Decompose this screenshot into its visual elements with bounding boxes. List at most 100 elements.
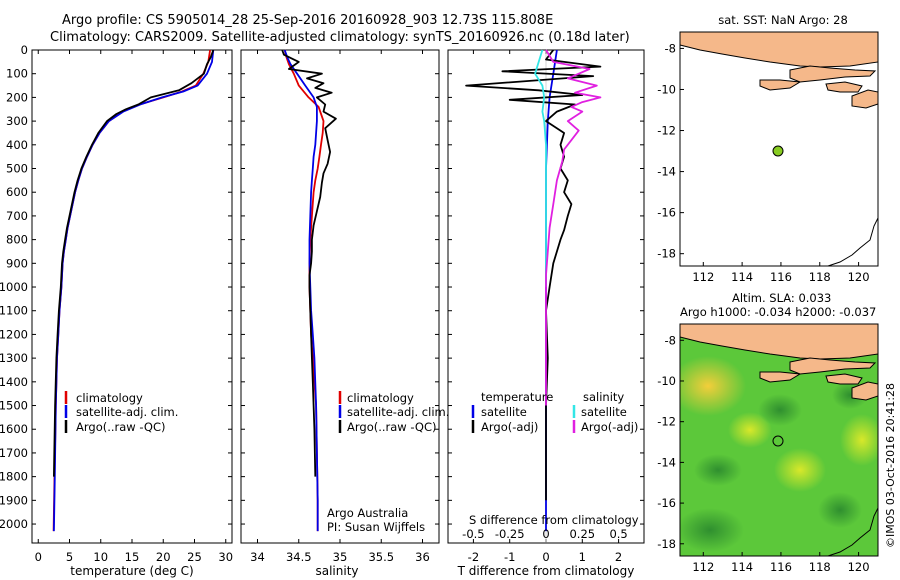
s-diff-tick-label: 0.5: [609, 527, 627, 541]
series-salinity-satellite: [534, 49, 547, 287]
depth-tick-label: 1700: [0, 446, 28, 460]
sla-map-frame: [679, 323, 879, 557]
depth-tick-label: 1800: [0, 470, 28, 484]
sla-map: [680, 324, 878, 556]
s-diff-tick-label: 0.25: [569, 527, 595, 541]
legend-label-temp-sat: satellite: [481, 405, 527, 419]
header-line2: Climatology: CARS2009. Satellite-adjuste…: [50, 30, 630, 45]
legend-label-sat: satellite-adj. clim.: [347, 405, 449, 419]
depth-tick-label: 800: [6, 233, 28, 247]
depth-tick-label: 900: [6, 256, 28, 270]
legend-label-argo: Argo(..raw -QC): [76, 420, 166, 434]
x-tick-label: 10: [93, 550, 108, 564]
salinity-difference-ticks: -0.5 -0.25 0 0.25 0.5: [462, 527, 628, 541]
map-x-tick-label: 116: [770, 270, 792, 284]
depth-tick-label: 1600: [0, 422, 28, 436]
temperature-panel-frame: [31, 49, 233, 544]
sst-map-ticks: 112 114 116 118 120 -8 -10 -12 -14 -16 -18: [657, 41, 869, 284]
depth-tick-label: 200: [6, 90, 28, 104]
x-tick-label: 30: [218, 550, 233, 564]
map-x-tick-label: 118: [809, 560, 831, 574]
legend-label-clim: climatology: [347, 391, 414, 405]
map-x-tick-label: 116: [770, 560, 792, 574]
sst-map-land-bali: [789, 65, 877, 83]
sla-map-coast-australia: [827, 507, 878, 556]
sla-low-anomaly: [758, 394, 802, 426]
s-diff-tick-label: 0: [542, 527, 549, 541]
depth-tick-label: 1300: [0, 351, 28, 365]
depth-tick-label: 1500: [0, 399, 28, 413]
sst-map-coast-australia: [827, 217, 879, 267]
map-x-tick-label: 114: [731, 560, 753, 574]
x-tick-label: 34: [250, 550, 265, 564]
map-y-tick-label: -14: [657, 165, 676, 179]
depth-tick-label: 1000: [0, 280, 28, 294]
legend-label-argo: Argo(..raw -QC): [347, 420, 437, 434]
x-tick-label: 35.5: [368, 550, 394, 564]
x-tick-label: 36: [415, 550, 430, 564]
depth-tick-label: 1100: [0, 304, 28, 318]
depth-tick-label: 300: [6, 114, 28, 128]
map-y-tick-label: -18: [657, 247, 676, 261]
legend-label-clim: climatology: [76, 391, 143, 405]
salinity-panel-frame: [240, 49, 440, 544]
difference-legend: temperature salinity satellite Argo(-adj…: [471, 390, 638, 434]
sla-map-land-timor: [851, 381, 878, 401]
map-y-tick-label: -8: [665, 333, 676, 347]
salinity-plot: 34 34.5 35 35.5 36: [241, 49, 439, 564]
legend-label-sat: satellite-adj. clim.: [76, 405, 178, 419]
depth-tick-label: 600: [6, 185, 28, 199]
legend-title-temperature: temperature: [481, 390, 553, 404]
sst-map-land-sumba: [759, 79, 802, 91]
difference-plot: -2 -1 0 1 2: [448, 49, 644, 564]
sla-map-title1: Altim. SLA: 0.033: [732, 291, 831, 305]
x-tick-label: 0: [35, 550, 42, 564]
x-tick-label: -1: [504, 550, 515, 564]
sla-map-land-sumba: [759, 371, 802, 383]
map-x-tick-label: 120: [848, 560, 870, 574]
salinity-legend: climatology satellite-adj. clim. Argo(..…: [338, 391, 449, 434]
series-satellite-adj-clim-: [53, 49, 215, 532]
map-y-tick-label: -8: [665, 41, 676, 55]
depth-tick-label: 0: [21, 43, 28, 57]
legend-label-sal-argo: Argo(-adj): [581, 420, 638, 434]
depth-axis-labels: 0 100 200 300 400 500 600 700 800 900 1000 1100 1200…: [0, 43, 28, 531]
map-x-tick-label: 112: [692, 270, 714, 284]
s-diff-tick-label: -0.25: [495, 527, 525, 541]
map-y-tick-label: -12: [657, 124, 676, 138]
temperature-xlabel: temperature (deg C): [70, 564, 193, 578]
sst-map-land-lombok: [825, 81, 863, 93]
sla-map-land-lombok: [825, 373, 863, 385]
x-tick-label: 15: [125, 550, 140, 564]
depth-tick-label: 2000: [0, 517, 28, 531]
series-climatology: [283, 49, 325, 532]
series-argo-raw-qc-: [53, 49, 215, 477]
sla-low-anomaly: [694, 454, 742, 486]
sla-map-float-marker: [772, 435, 784, 447]
series-climatology: [52, 49, 211, 532]
map-x-tick-label: 120: [848, 270, 870, 284]
map-x-tick-label: 118: [809, 270, 831, 284]
depth-tick-label: 1400: [0, 375, 28, 389]
x-tick-label: 25: [187, 550, 202, 564]
x-tick-label: 35: [333, 550, 348, 564]
header-line1: Argo profile: CS 5905014_28 25-Sep-2016 …: [62, 13, 553, 28]
map-y-tick-label: -10: [657, 82, 676, 96]
sla-map-ticks: 112 114 116 118 120 -8 -10 -12 -14 -16 -18: [657, 333, 869, 574]
s-diff-tick-label: -0.5: [462, 527, 484, 541]
legend-title-salinity: salinity: [583, 390, 624, 404]
sla-map-land-bali: [789, 357, 877, 375]
sst-map-float-marker: [772, 145, 784, 157]
difference-xlabel: T difference from climatology: [457, 564, 635, 578]
depth-tick-label: 500: [6, 162, 28, 176]
legend-label-sal-sat: satellite: [581, 405, 627, 419]
x-tick-label: 20: [156, 550, 171, 564]
series-argo-raw-qc-: [281, 49, 337, 477]
map-x-tick-label: 112: [692, 560, 714, 574]
sla-high-anomaly: [774, 448, 826, 492]
map-y-tick-label: -12: [657, 415, 676, 429]
sst-map-frame: [679, 31, 879, 267]
sla-high-anomaly: [728, 412, 772, 448]
map-y-tick-label: -16: [657, 496, 676, 510]
sla-high-anomaly: [840, 414, 878, 466]
